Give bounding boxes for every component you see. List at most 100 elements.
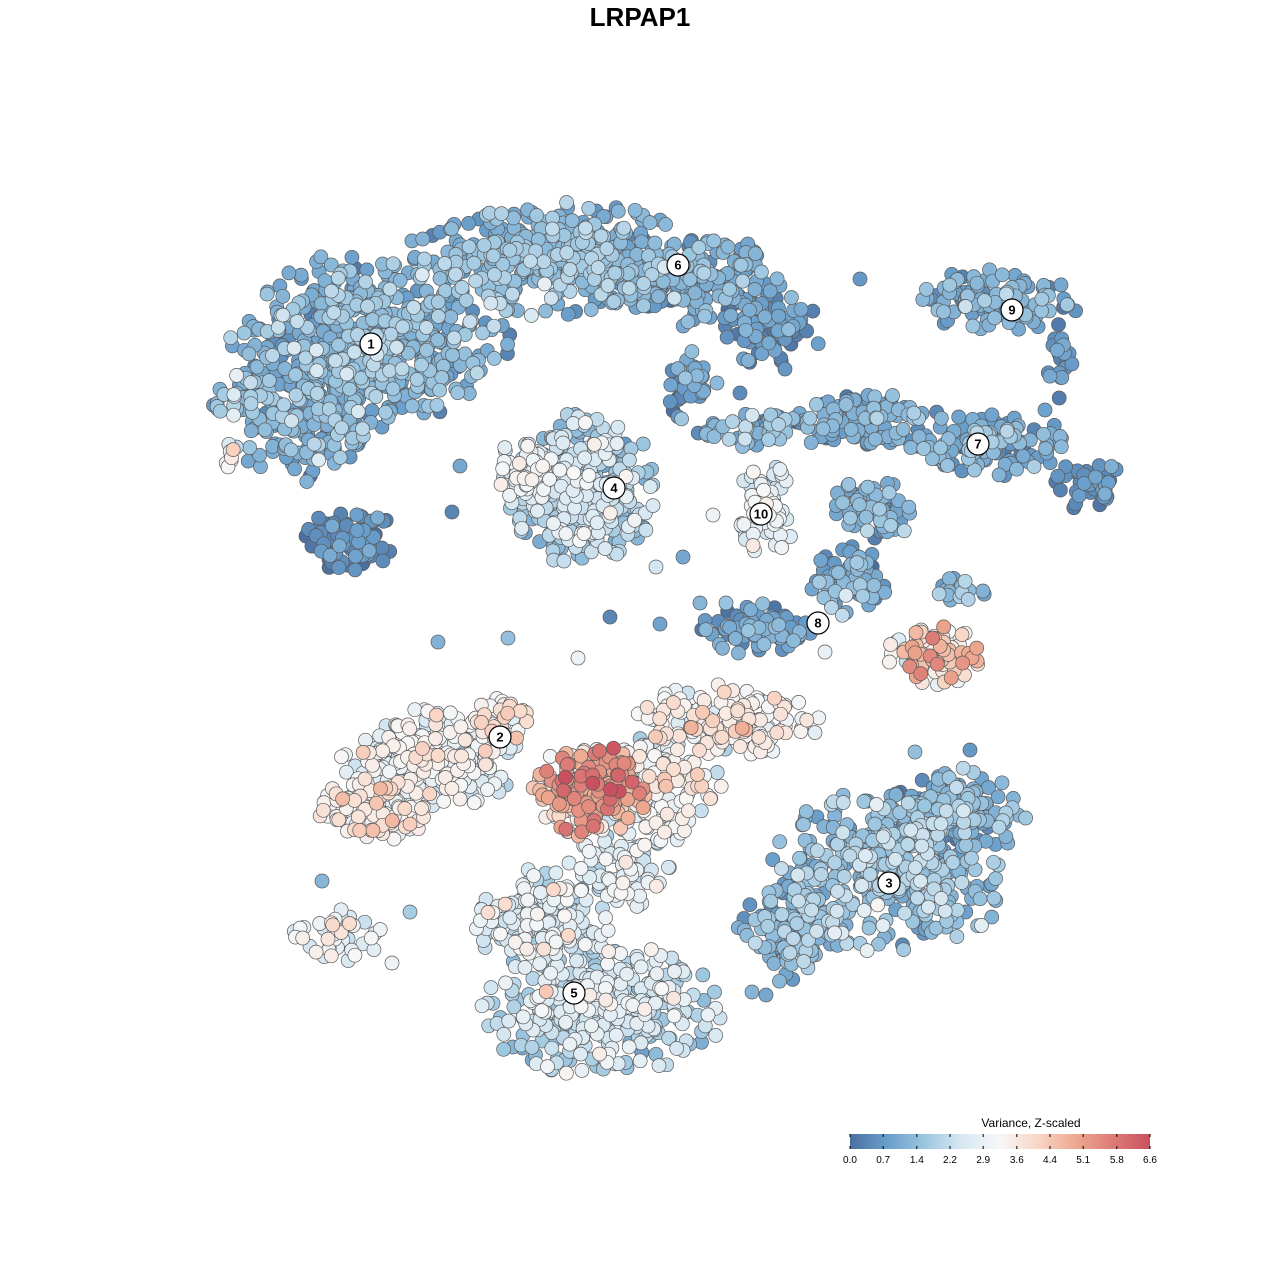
data-point <box>730 703 746 719</box>
data-point <box>566 465 582 481</box>
data-point <box>339 366 355 382</box>
data-point <box>368 389 384 404</box>
data-point <box>458 292 474 308</box>
data-point <box>852 271 868 287</box>
data-point <box>681 803 696 819</box>
data-point <box>849 555 865 570</box>
data-point <box>934 410 949 426</box>
data-point <box>497 440 513 455</box>
data-point <box>791 893 806 909</box>
data-point <box>598 851 614 867</box>
data-point <box>299 474 315 489</box>
data-point <box>666 1008 682 1024</box>
data-point <box>709 375 725 391</box>
data-point <box>461 239 477 255</box>
data-point <box>454 280 470 295</box>
data-point <box>674 411 689 427</box>
data-point <box>578 415 593 431</box>
data-point <box>815 421 831 437</box>
data-point <box>315 802 331 818</box>
data-point <box>223 330 239 346</box>
data-point <box>283 442 299 458</box>
data-point <box>457 732 473 748</box>
data-point <box>1042 368 1058 384</box>
data-point <box>583 302 599 317</box>
data-point <box>497 896 513 912</box>
data-point <box>875 918 891 933</box>
data-point <box>363 930 379 946</box>
data-point <box>802 410 818 426</box>
data-point <box>745 538 761 553</box>
data-point <box>288 367 303 383</box>
data-point <box>652 711 668 727</box>
data-point <box>632 1053 648 1069</box>
data-point <box>619 966 635 982</box>
data-point <box>530 503 545 519</box>
data-point <box>555 435 571 451</box>
data-point <box>958 299 973 314</box>
data-point <box>999 423 1015 439</box>
data-point <box>483 980 499 995</box>
data-point <box>474 998 490 1014</box>
data-point <box>931 586 947 602</box>
data-point <box>324 283 339 299</box>
data-point <box>872 501 887 517</box>
data-point <box>1076 476 1092 491</box>
data-point <box>772 834 788 850</box>
data-point <box>772 462 788 477</box>
data-point <box>962 742 978 758</box>
data-point <box>570 650 586 666</box>
data-point <box>526 868 542 884</box>
data-point <box>669 1041 685 1056</box>
data-point <box>454 748 469 764</box>
data-point <box>287 461 302 477</box>
data-point <box>360 298 375 314</box>
data-point <box>242 440 257 455</box>
data-point <box>226 387 242 402</box>
data-point <box>286 340 302 356</box>
data-point <box>608 1027 624 1043</box>
data-point <box>496 1026 512 1042</box>
data-point <box>901 499 917 515</box>
data-point <box>480 782 495 797</box>
data-point <box>444 221 460 237</box>
data-point <box>445 347 460 363</box>
data-point <box>622 452 637 468</box>
data-point <box>577 937 593 952</box>
data-point <box>409 372 425 387</box>
data-point <box>498 975 513 991</box>
data-point <box>328 353 343 369</box>
data-point <box>545 221 560 237</box>
data-point <box>480 905 496 920</box>
data-point <box>972 891 988 907</box>
data-point <box>954 627 970 642</box>
data-point <box>661 859 676 875</box>
data-point <box>754 264 769 280</box>
data-point <box>545 882 561 897</box>
data-point <box>352 823 368 838</box>
data-point <box>942 277 958 293</box>
data-point <box>756 636 772 652</box>
data-point <box>765 852 781 867</box>
data-point <box>560 927 576 943</box>
data-point <box>708 1028 724 1043</box>
data-point <box>430 748 446 763</box>
data-point <box>406 300 421 315</box>
data-point <box>330 270 346 286</box>
data-point <box>414 267 430 283</box>
data-point <box>733 257 749 273</box>
data-point <box>1050 468 1066 484</box>
data-point <box>236 325 252 341</box>
data-point <box>552 462 568 478</box>
data-point <box>443 705 458 721</box>
data-point <box>1064 356 1080 372</box>
data-point <box>707 984 722 1000</box>
data-point <box>896 942 911 957</box>
data-point <box>261 373 277 388</box>
data-point <box>692 595 708 611</box>
data-point <box>731 645 746 661</box>
data-point <box>903 440 919 455</box>
data-point <box>600 923 616 938</box>
data-point <box>558 526 574 542</box>
data-point <box>323 948 339 964</box>
